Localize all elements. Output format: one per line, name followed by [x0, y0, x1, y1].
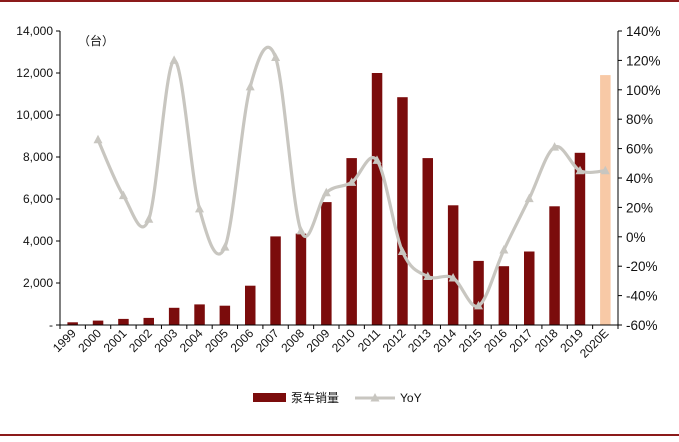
x-tick-label-2010: 2010	[329, 326, 358, 355]
legend-label-sales: 泵车销量	[291, 390, 339, 405]
yoy-point-2020E	[600, 165, 610, 175]
bar-2002	[143, 317, 154, 325]
left-tick-label: 6,000	[23, 192, 53, 206]
yoy-point-2008	[296, 225, 306, 235]
bar-2005	[219, 305, 231, 325]
right-tick-label: -20%	[626, 259, 658, 274]
yoy-point-2003	[169, 55, 179, 64]
left-tick-label: -	[49, 318, 53, 332]
bar-2004	[194, 304, 205, 325]
right-tick-label: -60%	[626, 318, 658, 333]
right-tick-label: 100%	[626, 83, 661, 98]
x-tick-label-2011: 2011	[355, 326, 383, 354]
bar-2003	[168, 307, 180, 325]
x-tick-label-2016: 2016	[481, 326, 510, 355]
left-tick-label: 10,000	[16, 108, 53, 122]
bar-2013	[422, 158, 433, 325]
legend-swatch-yoy-marker	[370, 393, 380, 402]
bar-2017	[524, 251, 535, 325]
bar-2000	[92, 320, 104, 325]
bar-2014	[447, 205, 459, 325]
yoy-point-2005	[220, 242, 230, 251]
axes-group: - 2,000 4,000 6,000 8,000 10,000 12,000 14,000 -…	[16, 24, 660, 361]
x-tick-label-2009: 2009	[304, 326, 333, 355]
bar-2020E	[600, 75, 611, 325]
legend: 泵车销量 YoY	[253, 390, 422, 405]
bar-2007	[270, 236, 281, 325]
x-tick-label-2008: 2008	[278, 326, 307, 355]
x-tick-label-2006: 2006	[228, 326, 257, 355]
x-tick-label-2020E: 2020E	[577, 326, 611, 360]
right-tick-label: 80%	[626, 112, 653, 127]
x-tick-label-2018: 2018	[532, 326, 561, 355]
yoy-point-2009	[321, 187, 331, 197]
x-tick-label-2001: 2001	[101, 326, 130, 355]
x-tick-label-2004: 2004	[177, 326, 206, 355]
bar-2016	[498, 266, 510, 325]
legend-swatch-sales	[253, 393, 286, 402]
yoy-point-2007	[271, 52, 281, 61]
bottom-border-rule	[0, 434, 679, 436]
yoy-point-2011	[372, 155, 382, 164]
yoy-point-2014	[448, 273, 458, 282]
legend-label-yoy: YoY	[400, 391, 422, 405]
bar-2008	[295, 233, 307, 325]
bar-2018	[549, 206, 560, 325]
left-tick-label: 14,000	[16, 24, 53, 38]
bar-2009	[321, 202, 332, 325]
x-tick-label-2005: 2005	[202, 326, 231, 355]
yoy-point-2017	[524, 193, 534, 203]
right-tick-label: 60%	[626, 142, 653, 157]
x-tick-label-2014: 2014	[430, 326, 459, 355]
x-tick-label-2002: 2002	[126, 326, 155, 355]
x-tick-label-2003: 2003	[151, 326, 180, 355]
x-tick-label-2007: 2007	[253, 326, 282, 355]
left-axis-unit-label: （台）	[78, 33, 114, 48]
x-tick-label-1999: 1999	[50, 326, 79, 355]
yoy-point-2010	[347, 177, 357, 186]
bar-1999	[67, 322, 78, 325]
x-tick-label-2000: 2000	[75, 326, 104, 355]
yoy-point-2002	[144, 214, 154, 223]
yoy-point-2006	[245, 81, 255, 91]
x-tick-label-2017: 2017	[507, 326, 536, 355]
right-tick-label: 120%	[626, 53, 661, 68]
yoy-point-2018	[550, 142, 560, 151]
yoy-point-2000	[93, 134, 103, 144]
yoy-point-2015	[474, 300, 483, 310]
bar-2010	[346, 158, 357, 325]
left-tick-label: 8,000	[23, 150, 53, 164]
bar-2006	[245, 285, 256, 325]
right-tick-label: 140%	[626, 24, 661, 39]
yoy-point-2004	[195, 203, 204, 213]
bar-2001	[118, 318, 129, 325]
x-tick-label-2015: 2015	[456, 326, 485, 355]
right-tick-label: 40%	[626, 171, 653, 186]
yoy-point-2016	[499, 245, 509, 254]
bar-2015	[473, 260, 484, 325]
bar-2012	[397, 97, 408, 325]
yoy-point-2019	[575, 165, 585, 175]
right-tick-label: -40%	[626, 289, 658, 304]
yoy-point-2012	[397, 246, 407, 255]
line-series-group	[93, 45, 610, 310]
left-tick-label: 2,000	[23, 276, 53, 290]
top-border-rule	[0, 0, 679, 2]
yoy-point-2001	[118, 190, 128, 200]
yoy-point-2013	[423, 271, 433, 280]
x-tick-label-2012: 2012	[380, 326, 409, 355]
bar-series-group	[67, 73, 611, 325]
bar-2019	[574, 152, 586, 325]
bar-2011	[371, 73, 383, 325]
right-tick-label: 20%	[626, 200, 653, 215]
x-tick-label-2013: 2013	[405, 326, 434, 355]
left-tick-label: 12,000	[16, 66, 53, 80]
right-tick-label: 0%	[626, 230, 646, 245]
left-tick-label: 4,000	[23, 234, 53, 248]
